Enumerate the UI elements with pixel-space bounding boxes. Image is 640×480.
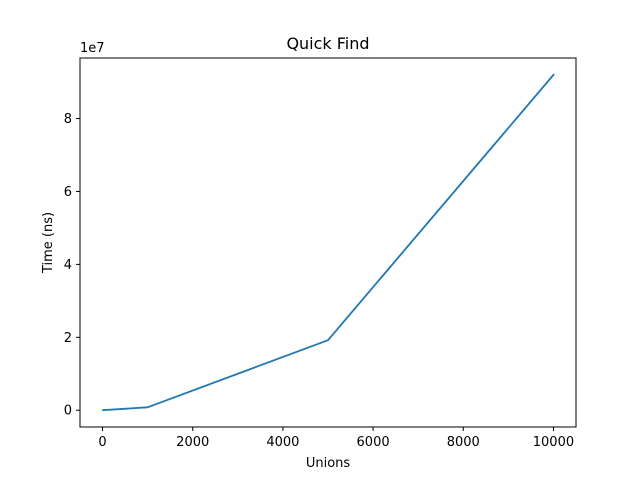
chart-title: Quick Find — [286, 34, 369, 53]
x-tick-label: 4000 — [266, 435, 299, 450]
y-tick-label: 2 — [64, 331, 72, 346]
y-axis-ticks: 0 2 4 6 8 — [64, 112, 80, 419]
series-layer — [102, 73, 555, 412]
y-axis-label: Time (ns) — [41, 212, 56, 274]
y-tick-label: 8 — [64, 112, 72, 127]
x-tick-label: 8000 — [447, 435, 480, 450]
x-axis-ticks: 0 2000 4000 6000 8000 10000 — [98, 427, 574, 450]
y-tick-label: 4 — [64, 258, 72, 273]
x-tick-label: 6000 — [357, 435, 390, 450]
x-tick-label: 10000 — [533, 435, 574, 450]
plot-area — [79, 57, 577, 428]
axes-frame — [79, 57, 577, 428]
series-line — [102, 73, 555, 412]
x-axis-label: Unions — [306, 456, 351, 471]
x-tick-label: 0 — [98, 435, 106, 450]
y-tick-label: 6 — [64, 185, 72, 200]
y-tick-label: 0 — [64, 404, 72, 419]
x-tick-label: 2000 — [176, 435, 209, 450]
y-axis-offset-label: 1e7 — [80, 41, 105, 56]
